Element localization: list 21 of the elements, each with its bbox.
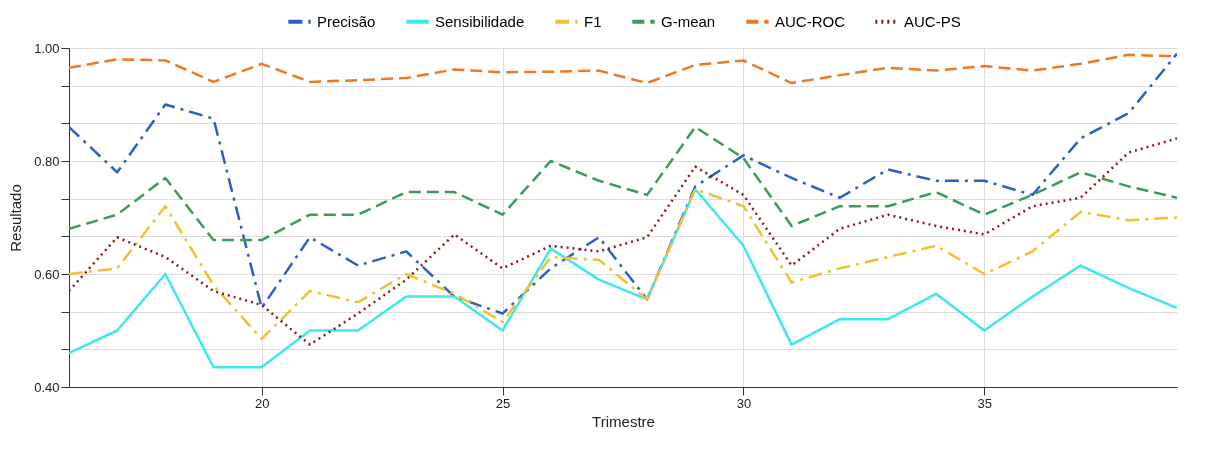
line-series [69,188,1177,341]
x-axis-title: Trimestre [592,412,655,430]
y-tick-label: 1.00 [34,40,60,56]
legend-label: AUC-ROC [775,12,846,30]
line-series [69,137,1177,346]
line-series [69,188,1177,369]
x-tick-label: 20 [254,395,270,411]
y-tick-label: 0.40 [34,379,60,395]
line-series [69,125,1177,242]
x-tick-label: 35 [977,395,993,411]
legend-label: Precisão [317,12,376,30]
x-tick-label: 30 [736,395,752,411]
legend-label: AUC-PS [904,12,961,30]
legend-label: F1 [584,12,602,30]
legend-label: Sensibilidade [435,12,525,30]
line-series [69,52,1177,315]
legend-label: G-mean [661,12,716,30]
y-axis-title: Resultado [7,184,25,252]
x-tick-label: 25 [495,395,511,411]
y-tick-label: 0.60 [34,266,60,282]
y-tick-label: 0.80 [34,153,60,169]
